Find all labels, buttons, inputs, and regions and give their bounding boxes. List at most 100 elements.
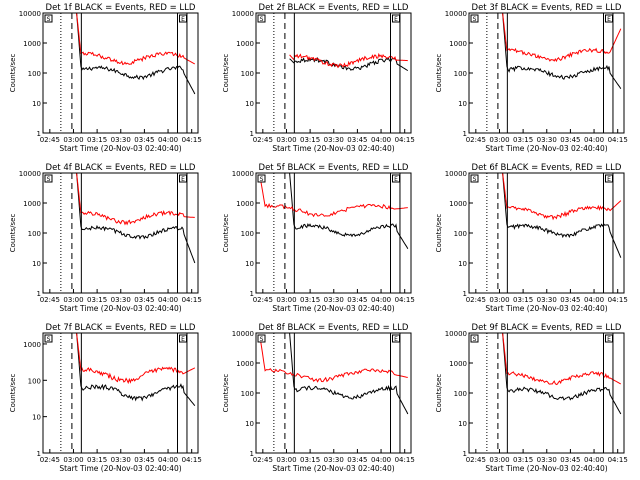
panel-6: Det 6f BLACK = Events, RED = LLD S E 1 10 100…	[435, 163, 628, 313]
y-tick-label: 100	[454, 390, 467, 398]
y-tick-label: 100	[28, 230, 41, 238]
panel-3: Det 3f BLACK = Events, RED = LLD S E 1 10 100…	[435, 3, 628, 153]
marker-box-label: E	[181, 16, 185, 23]
x-tick-label: 03:30	[324, 136, 344, 144]
x-tick-label: 03:00	[63, 456, 83, 464]
x-tick-label: 02:45	[40, 296, 60, 304]
marker-box	[257, 334, 266, 343]
x-tick-label: 03:00	[489, 456, 509, 464]
x-tick-label: 03:15	[87, 136, 107, 144]
y-tick-label: 100	[454, 70, 467, 78]
x-tick-label: 04:15	[395, 136, 415, 144]
x-tick-label: 03:45	[347, 136, 367, 144]
y-axis-label: Counts/sec	[9, 54, 17, 93]
x-tick-label: 04:00	[371, 296, 391, 304]
x-tick-label: 04:00	[158, 136, 178, 144]
x-tick-label: 03:15	[87, 456, 107, 464]
marker-box	[605, 334, 614, 343]
marker-box-label: S	[473, 16, 477, 23]
x-tick-label: 02:45	[40, 456, 60, 464]
y-tick-label: 10000	[445, 330, 467, 338]
x-tick-label: 03:30	[537, 296, 557, 304]
x-tick-label: 02:45	[466, 296, 486, 304]
panel-title: Det 3f BLACK = Events, RED = LLD	[472, 3, 622, 13]
series-group	[76, 333, 196, 407]
marker-box	[44, 14, 53, 23]
marker-box	[179, 14, 188, 23]
y-tick-label: 1	[37, 450, 41, 458]
y-tick-label: 10000	[232, 170, 254, 178]
lld-series-line	[289, 52, 408, 69]
x-tick-label: 02:45	[253, 296, 273, 304]
x-tick-label: 04:15	[182, 296, 202, 304]
x-tick-label: 04:00	[584, 136, 604, 144]
lld-series-line	[76, 173, 195, 226]
x-tick-label: 03:00	[489, 296, 509, 304]
marker-box	[605, 174, 614, 183]
x-axis-label: Start Time (20-Nov-03 02:40:40)	[272, 464, 394, 473]
y-tick-label: 10000	[19, 170, 41, 178]
lld-series-line	[502, 333, 622, 386]
marker-box-label: E	[181, 176, 185, 183]
events-series-line	[502, 13, 622, 89]
x-tick-label: 03:15	[300, 136, 320, 144]
y-tick-label: 1	[37, 290, 41, 298]
x-axis-label: Start Time (20-Nov-03 02:40:40)	[59, 304, 181, 313]
y-tick-label: 1000	[449, 40, 467, 48]
y-tick-label: 1000	[23, 40, 41, 48]
marker-box-label: S	[47, 176, 51, 183]
panel-title: Det 1f BLACK = Events, RED = LLD	[46, 3, 196, 13]
y-tick-label: 10000	[19, 10, 41, 18]
x-tick-label: 03:45	[134, 296, 154, 304]
x-axis-label: Start Time (20-Nov-03 02:40:40)	[485, 304, 607, 313]
x-tick-label: 04:15	[608, 136, 628, 144]
x-tick-label: 02:45	[253, 136, 273, 144]
marker-box	[257, 14, 266, 23]
marker-box	[470, 174, 479, 183]
series-group	[259, 333, 409, 415]
axes-frame	[255, 12, 412, 134]
y-tick-label: 1	[250, 450, 254, 458]
marker-box-label: S	[260, 336, 264, 343]
x-tick-label: 03:45	[347, 456, 367, 464]
x-tick-label: 03:30	[537, 136, 557, 144]
marker-box	[470, 334, 479, 343]
marker-box-label: E	[394, 176, 398, 183]
x-tick-label: 03:45	[347, 296, 367, 304]
y-tick-label: 1000	[236, 40, 254, 48]
x-tick-label: 04:15	[608, 456, 628, 464]
panel-title: Det 7f BLACK = Events, RED = LLD	[46, 323, 196, 333]
y-tick-label: 100	[241, 390, 254, 398]
y-tick-label: 1	[250, 290, 254, 298]
y-tick-label: 1000	[23, 341, 41, 349]
marker-box-label: E	[181, 336, 185, 343]
x-tick-label: 02:45	[466, 136, 486, 144]
marker-box	[257, 174, 266, 183]
events-series-line	[289, 333, 409, 415]
x-tick-label: 03:30	[111, 136, 131, 144]
y-axis-label: Counts/sec	[435, 374, 443, 413]
panel-title: Det 5f BLACK = Events, RED = LLD	[259, 163, 409, 173]
y-axis-label: Counts/sec	[435, 214, 443, 253]
y-tick-label: 100	[454, 230, 467, 238]
y-tick-label: 1000	[236, 200, 254, 208]
marker-box	[179, 334, 188, 343]
x-tick-label: 03:45	[560, 456, 580, 464]
panel-title: Det 2f BLACK = Events, RED = LLD	[259, 3, 409, 13]
x-axis-label: Start Time (20-Nov-03 02:40:40)	[59, 144, 181, 153]
marker-box	[44, 334, 53, 343]
y-tick-label: 10000	[445, 170, 467, 178]
x-tick-label: 04:15	[608, 296, 628, 304]
x-tick-label: 03:15	[513, 136, 533, 144]
marker-box-label: E	[394, 16, 398, 23]
x-axis-label: Start Time (20-Nov-03 02:40:40)	[272, 144, 394, 153]
x-tick-label: 04:15	[395, 456, 415, 464]
y-tick-label: 10	[245, 100, 254, 108]
events-series-line	[76, 173, 196, 264]
events-series-line	[502, 333, 622, 415]
lld-series-line	[76, 13, 196, 66]
marker-box-label: S	[47, 336, 51, 343]
lld-series-line	[502, 173, 622, 221]
y-tick-label: 1000	[23, 200, 41, 208]
y-axis-label: Counts/sec	[222, 374, 230, 413]
